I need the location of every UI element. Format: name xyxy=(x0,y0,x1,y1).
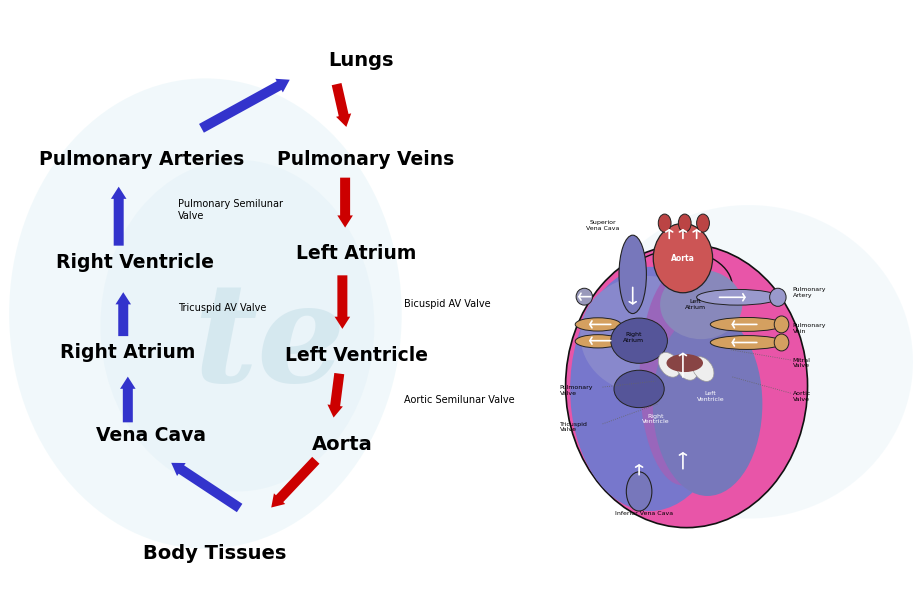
Text: Aortic
Valve: Aortic Valve xyxy=(792,391,811,402)
Ellipse shape xyxy=(658,353,680,377)
Ellipse shape xyxy=(584,205,913,519)
Text: te: te xyxy=(193,277,346,411)
Ellipse shape xyxy=(658,214,671,232)
Text: Left
Atrium: Left Atrium xyxy=(685,299,707,310)
Ellipse shape xyxy=(566,244,807,528)
Ellipse shape xyxy=(619,235,646,314)
Text: Pulmonary
Valve: Pulmonary Valve xyxy=(560,385,593,396)
Text: Aorta: Aorta xyxy=(312,435,373,454)
Ellipse shape xyxy=(611,318,667,363)
Text: Pulmonary
Artery: Pulmonary Artery xyxy=(792,287,826,298)
Ellipse shape xyxy=(710,317,783,332)
Ellipse shape xyxy=(666,354,703,372)
Text: Right
Atrium: Right Atrium xyxy=(623,332,645,343)
Ellipse shape xyxy=(692,357,714,381)
Text: Right Atrium: Right Atrium xyxy=(60,343,195,362)
Text: Body Tissues: Body Tissues xyxy=(142,544,287,563)
Ellipse shape xyxy=(697,289,779,305)
Ellipse shape xyxy=(774,334,789,351)
Ellipse shape xyxy=(678,214,691,232)
Ellipse shape xyxy=(575,335,621,348)
Ellipse shape xyxy=(614,370,664,408)
Ellipse shape xyxy=(774,316,789,333)
Ellipse shape xyxy=(660,270,742,339)
Text: Pulmonary
Vein: Pulmonary Vein xyxy=(792,323,826,334)
Ellipse shape xyxy=(697,214,709,232)
Ellipse shape xyxy=(576,288,593,305)
Text: Pulmonary Semilunar
Valve: Pulmonary Semilunar Valve xyxy=(178,199,283,221)
Text: Left
Ventricle: Left Ventricle xyxy=(697,391,724,402)
Text: Mitral
Valve: Mitral Valve xyxy=(792,358,811,368)
Text: Left Atrium: Left Atrium xyxy=(296,244,416,263)
Ellipse shape xyxy=(570,267,729,511)
Ellipse shape xyxy=(676,356,698,380)
Text: Vena Cava: Vena Cava xyxy=(96,426,205,445)
Ellipse shape xyxy=(653,223,712,293)
Ellipse shape xyxy=(100,160,374,491)
Text: Right
Ventricle: Right Ventricle xyxy=(642,414,669,425)
Ellipse shape xyxy=(623,250,732,323)
Text: Tricuspid
Valve: Tricuspid Valve xyxy=(560,421,588,432)
Ellipse shape xyxy=(575,318,621,331)
Ellipse shape xyxy=(770,288,786,306)
Text: Aorta: Aorta xyxy=(671,254,695,262)
Ellipse shape xyxy=(710,335,783,349)
Ellipse shape xyxy=(580,276,712,394)
Text: Lungs: Lungs xyxy=(328,51,394,70)
Text: Left Ventricle: Left Ventricle xyxy=(285,346,427,365)
Text: Superior
Vena Cava: Superior Vena Cava xyxy=(586,220,619,231)
Text: Bicuspid AV Valve: Bicuspid AV Valve xyxy=(404,299,490,309)
Text: Pulmonary Arteries: Pulmonary Arteries xyxy=(39,150,244,169)
Ellipse shape xyxy=(9,78,402,549)
Text: Aortic Semilunar Valve: Aortic Semilunar Valve xyxy=(404,396,514,405)
Ellipse shape xyxy=(653,312,762,496)
Ellipse shape xyxy=(626,472,652,511)
Text: Inferior Vena Cava: Inferior Vena Cava xyxy=(614,511,673,516)
Text: Tricuspid AV Valve: Tricuspid AV Valve xyxy=(178,303,267,312)
Text: Pulmonary Veins: Pulmonary Veins xyxy=(277,150,454,169)
Ellipse shape xyxy=(639,268,726,485)
Text: Right Ventricle: Right Ventricle xyxy=(56,253,215,272)
